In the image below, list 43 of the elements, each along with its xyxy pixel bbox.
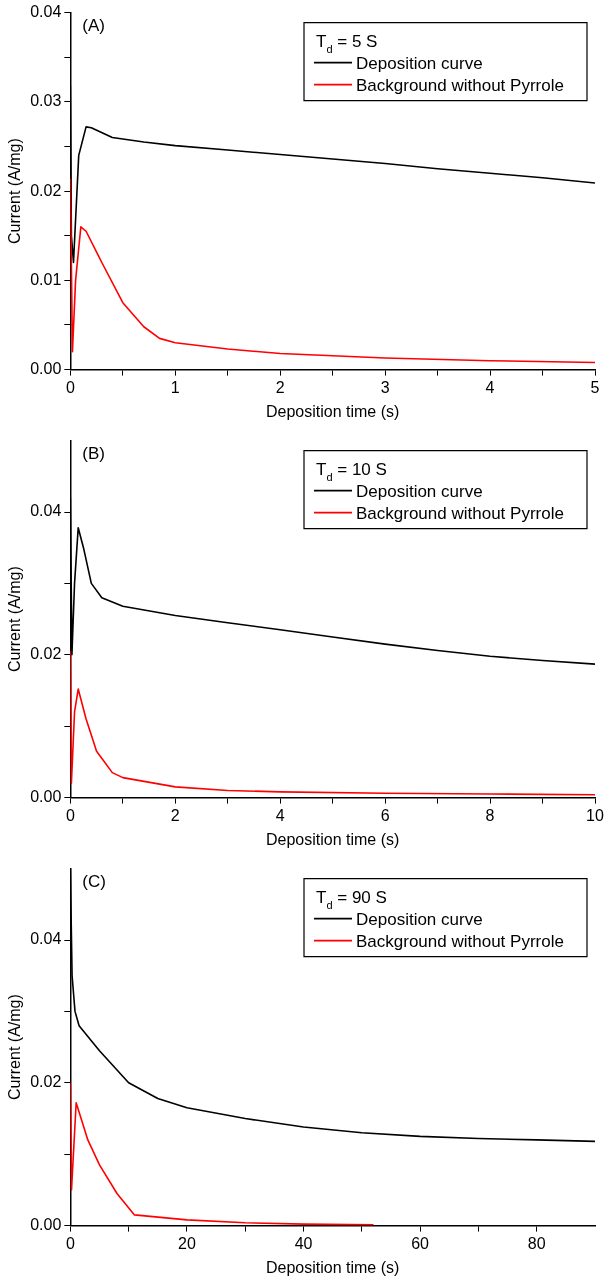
- x-tick-label: 3: [380, 378, 390, 396]
- legend-label: Deposition curve: [356, 53, 483, 73]
- annotation: (B): [82, 443, 106, 463]
- x-tick-label: 40: [294, 1234, 313, 1252]
- x-tick-label: 2: [170, 806, 180, 824]
- legend-label: Background without Pyrrole: [356, 503, 564, 523]
- y-tick-label: 0.02: [30, 1073, 62, 1091]
- y-axis-title: Current (A/mg): [6, 138, 24, 244]
- y-tick-label: 0.00: [30, 788, 62, 806]
- legend-label: Background without Pyrrole: [356, 75, 564, 95]
- y-tick-label: 0.02: [30, 181, 62, 199]
- x-axis-title: Deposition time (s): [265, 830, 400, 848]
- x-axis-title: Deposition time (s): [265, 1258, 400, 1276]
- x-tick-label: 8: [485, 806, 495, 824]
- annotation: (C): [82, 871, 106, 891]
- y-tick-label: 0.03: [30, 92, 62, 110]
- x-tick-label: 0: [65, 378, 75, 396]
- x-axis-title: Deposition time (s): [265, 402, 400, 420]
- annotation: (A): [82, 15, 106, 35]
- x-tick-label: 20: [178, 1234, 196, 1252]
- x-tick-label: 80: [527, 1234, 546, 1252]
- x-tick-label: 60: [411, 1234, 430, 1252]
- x-tick-label: 6: [380, 806, 390, 824]
- y-tick-label: 0.02: [30, 645, 62, 663]
- y-axis-title: Current (A/mg): [6, 994, 24, 1100]
- y-tick-label: 0.04: [30, 930, 62, 948]
- y-tick-label: 0.04: [30, 502, 62, 520]
- x-tick-label: 4: [275, 806, 285, 824]
- legend-label: Deposition curve: [356, 909, 483, 929]
- x-tick-label: 0: [65, 806, 75, 824]
- legend-label: Deposition curve: [356, 481, 483, 501]
- x-tick-label: 5: [590, 378, 600, 396]
- y-tick-label: 0.00: [30, 1216, 62, 1234]
- x-tick-label: 10: [586, 806, 604, 824]
- x-tick-label: 2: [275, 378, 285, 396]
- x-tick-label: 4: [485, 378, 495, 396]
- y-tick-label: 0.00: [30, 360, 62, 378]
- y-axis-title: Current (A/mg): [6, 566, 24, 672]
- y-tick-label: 0.04: [30, 3, 62, 21]
- x-tick-label: 0: [65, 1234, 75, 1252]
- y-tick-label: 0.01: [30, 270, 62, 288]
- x-tick-label: 1: [170, 378, 180, 396]
- legend-label: Background without Pyrrole: [356, 931, 564, 951]
